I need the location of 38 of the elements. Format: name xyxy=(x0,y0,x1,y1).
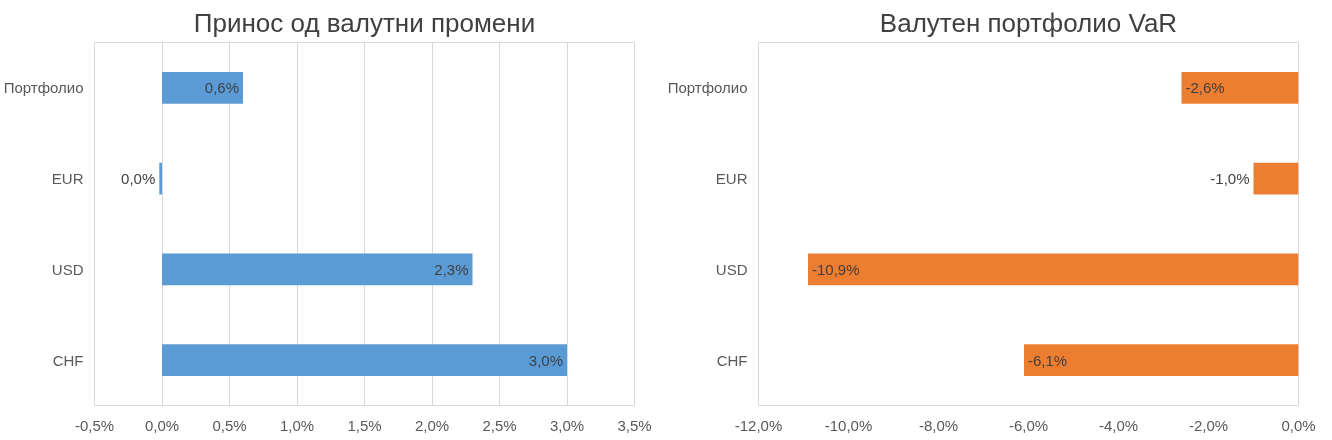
data-label: 2,3% xyxy=(434,260,469,278)
x-tick-label: -10,0% xyxy=(824,416,873,434)
y-tick-label: EUR xyxy=(715,170,748,188)
x-tick-label: 1,0% xyxy=(279,416,315,434)
data-label: 3,0% xyxy=(528,351,564,369)
bar xyxy=(159,162,162,195)
data-label: -1,0% xyxy=(1210,170,1250,188)
bar xyxy=(162,253,473,286)
y-tick-label: USD xyxy=(715,260,748,278)
y-tick-label: CHF xyxy=(52,351,84,369)
bar xyxy=(162,71,243,104)
chart-title: Валутен портфолио VaR xyxy=(879,7,1178,38)
bar xyxy=(162,344,567,377)
x-tick-label: 0,0% xyxy=(144,416,180,434)
x-tick-label: 0,0% xyxy=(1281,416,1316,434)
data-label: 0,6% xyxy=(204,79,240,97)
x-tick-label: 2,0% xyxy=(414,416,450,434)
data-label: -10,9% xyxy=(812,260,860,278)
x-tick-label: -8,0% xyxy=(918,416,959,434)
data-label: 0,0% xyxy=(121,170,156,188)
chart-title: Принос од валутни промени xyxy=(193,7,536,38)
y-tick-label: EUR xyxy=(51,170,84,188)
y-tick-label: Портфолио xyxy=(3,79,84,97)
data-label: -6,1% xyxy=(1028,351,1068,369)
x-tick-label: 1,5% xyxy=(347,416,382,434)
x-tick-label: -6,0% xyxy=(1008,416,1049,434)
y-tick-label: Портфолио xyxy=(667,79,748,97)
x-tick-label: -0,5% xyxy=(74,416,115,434)
x-tick-label: 3,0% xyxy=(549,416,585,434)
x-tick-label: 2,5% xyxy=(482,416,517,434)
x-tick-label: -4,0% xyxy=(1098,416,1139,434)
x-tick-label: -2,0% xyxy=(1188,416,1229,434)
y-tick-label: USD xyxy=(51,260,84,278)
x-tick-label: 3,5% xyxy=(617,416,652,434)
data-label: -2,6% xyxy=(1185,79,1225,97)
x-tick-label: 0,5% xyxy=(212,416,247,434)
y-tick-label: CHF xyxy=(716,351,748,369)
x-tick-label: -12,0% xyxy=(734,416,783,434)
